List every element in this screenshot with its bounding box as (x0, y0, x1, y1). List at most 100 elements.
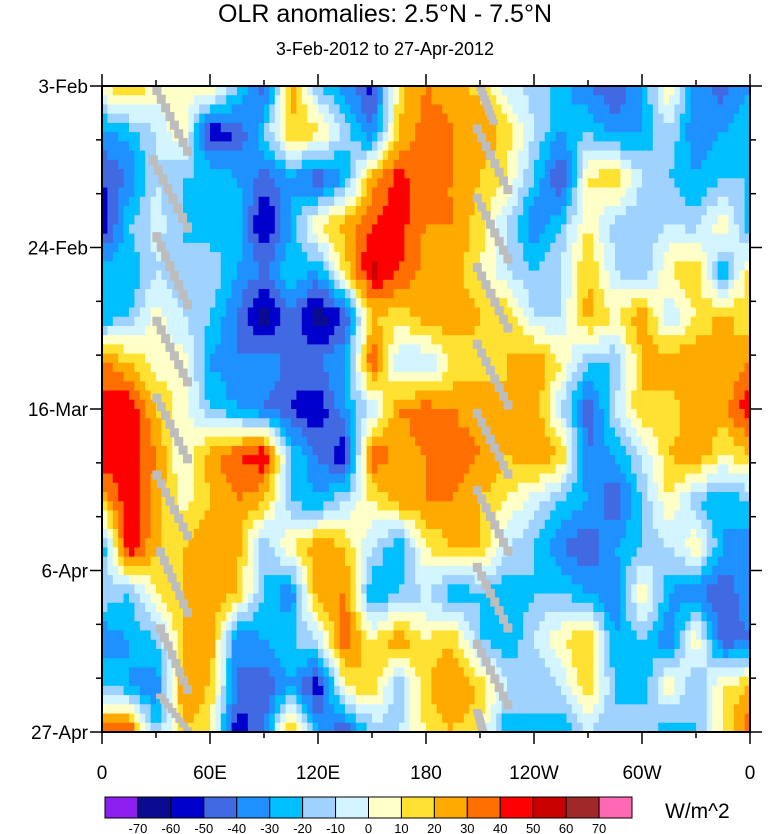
heatmap-cell (307, 150, 314, 161)
heatmap-cell (415, 122, 422, 133)
heatmap-cell (242, 390, 249, 401)
heatmap-cell (177, 492, 184, 502)
heatmap-cell (258, 335, 265, 345)
heatmap-cell (652, 418, 659, 429)
heatmap-cell (690, 445, 697, 456)
heatmap-cell (598, 95, 605, 106)
heatmap-cell (399, 242, 405, 253)
heatmap-cell (274, 252, 281, 262)
heatmap-cell (258, 427, 265, 438)
heatmap-cell (377, 159, 384, 170)
heatmap-cell (134, 205, 141, 216)
heatmap-cell (744, 141, 751, 152)
heatmap-cell (318, 390, 324, 401)
heatmap-cell (404, 399, 411, 410)
heatmap-cell (264, 316, 270, 327)
heatmap-cell (566, 362, 573, 373)
heatmap-cell (150, 399, 157, 410)
heatmap-cell (420, 298, 427, 309)
heatmap-cell (593, 224, 600, 235)
heatmap-cell (112, 132, 119, 142)
heatmap-cell (642, 141, 648, 152)
heatmap-cell (496, 104, 503, 115)
heatmap-cell (528, 104, 535, 115)
heatmap-cell (523, 362, 530, 373)
heatmap-cell (129, 298, 135, 309)
heatmap-cell (615, 141, 621, 152)
heatmap-cell (582, 335, 589, 345)
heatmap-cell (426, 390, 432, 401)
heatmap-cell (409, 418, 416, 429)
heatmap-cell (134, 224, 141, 235)
heatmap-cell (307, 436, 314, 447)
heatmap-cell (193, 122, 200, 133)
heatmap-cell (609, 169, 616, 179)
heatmap-cell (690, 325, 697, 336)
heatmap-cell (534, 159, 540, 170)
heatmap-cell (215, 252, 222, 262)
heatmap-cell (220, 335, 227, 345)
heatmap-cell (534, 427, 540, 438)
heatmap-cell (415, 372, 422, 382)
heatmap-cell (161, 215, 168, 226)
heatmap-cell (409, 362, 416, 373)
heatmap-cell (674, 113, 681, 124)
heatmap-cell (685, 270, 692, 281)
heatmap-cell (609, 335, 616, 345)
heatmap-cell (264, 455, 270, 465)
heatmap-cell (561, 390, 567, 401)
heatmap-cell (582, 289, 589, 299)
heatmap-cell (318, 187, 324, 198)
heatmap-cell (701, 252, 708, 262)
heatmap-cell (463, 113, 470, 124)
heatmap-cell (166, 399, 173, 410)
heatmap-cell (269, 399, 276, 410)
heatmap-cell (404, 178, 411, 189)
heatmap-cell (490, 316, 497, 327)
heatmap-cell (647, 215, 654, 226)
heatmap-cell (172, 141, 179, 152)
heatmap-cell (215, 344, 222, 355)
heatmap-cell (312, 381, 319, 392)
heatmap-cell (366, 270, 373, 281)
heatmap-cell (150, 141, 157, 152)
heatmap-cell (172, 113, 179, 124)
heatmap-cell (247, 132, 254, 142)
heatmap-cell (485, 335, 492, 345)
heatmap-cell (663, 224, 670, 235)
heatmap-cell (674, 159, 681, 170)
heatmap-cell (717, 270, 724, 281)
heatmap-cell (647, 205, 654, 216)
heatmap-cell (258, 353, 265, 364)
heatmap-cell (663, 196, 670, 207)
heatmap-cell (582, 224, 589, 235)
heatmap-cell (609, 178, 616, 189)
heatmap-cell (307, 113, 314, 124)
heatmap-cell (156, 298, 162, 309)
heatmap-cell (642, 150, 648, 161)
heatmap-cell (604, 261, 611, 272)
heatmap-cell (183, 362, 189, 373)
heatmap-cell (739, 362, 746, 373)
heatmap-cell (496, 95, 503, 106)
heatmap-cell (485, 242, 492, 253)
heatmap-cell (507, 261, 513, 272)
heatmap-cell (566, 399, 573, 410)
heatmap-cell (523, 445, 530, 456)
heatmap-cell (588, 344, 594, 355)
heatmap-cell (123, 242, 130, 253)
heatmap-cell (588, 270, 594, 281)
heatmap-cell (436, 344, 443, 355)
heatmap-cell (388, 224, 395, 235)
heatmap-cell (355, 196, 362, 207)
heatmap-cell (345, 344, 351, 355)
heatmap-cell (253, 473, 260, 484)
heatmap-cell (701, 289, 708, 299)
heatmap-cell (102, 196, 108, 207)
heatmap-cell (561, 279, 567, 290)
heatmap-cell (199, 215, 206, 226)
heatmap-cell (609, 316, 616, 327)
heatmap-cell (690, 316, 697, 327)
heatmap-cell (145, 86, 152, 96)
heatmap-cell (296, 224, 303, 235)
